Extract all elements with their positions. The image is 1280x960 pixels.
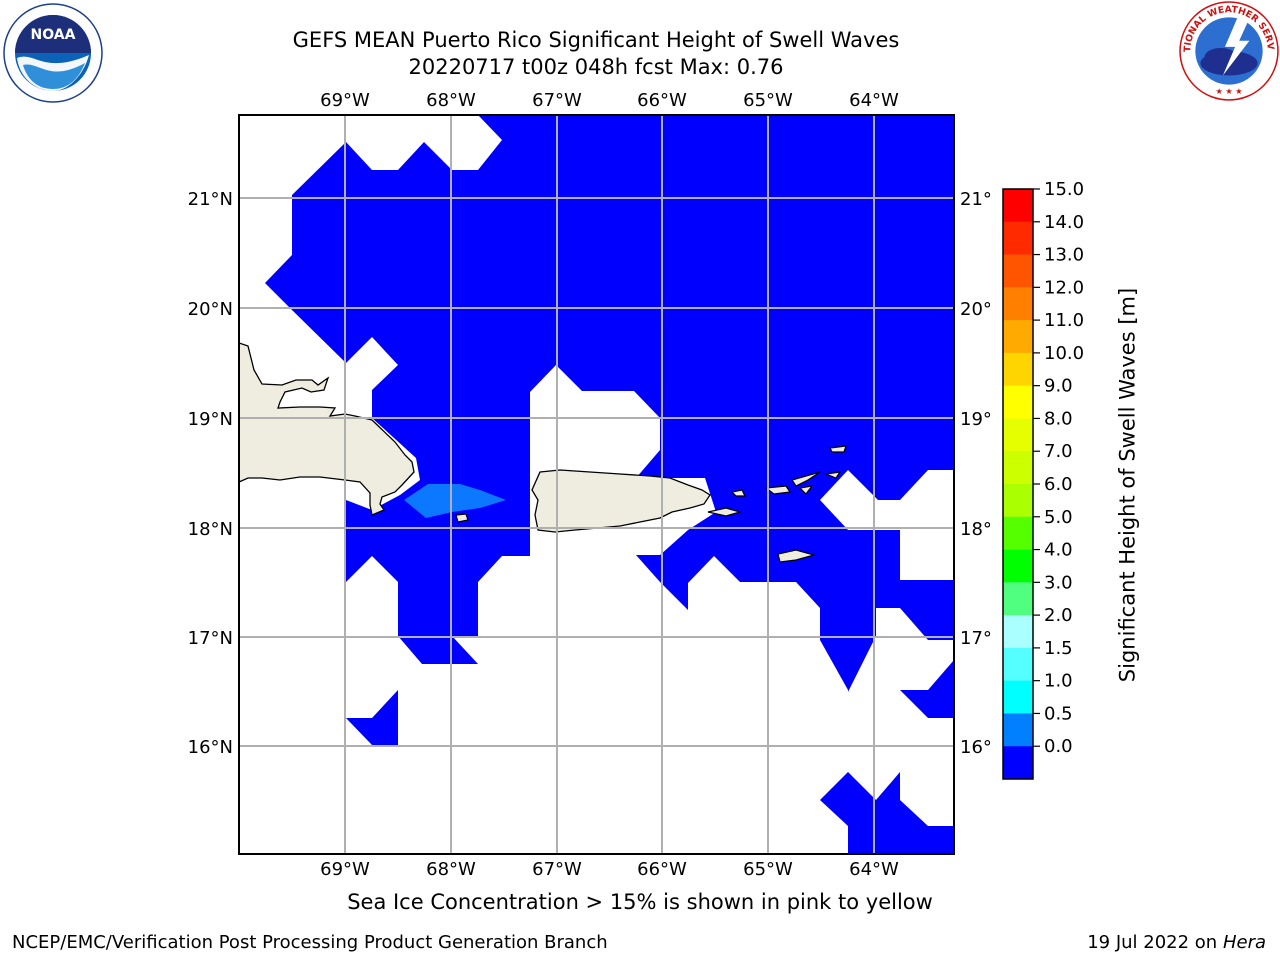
colorbar-tick-label: 1.5 [1044,638,1073,659]
colorbar-swatch [1003,189,1033,223]
lon-label-bottom: 69°W [320,859,370,880]
chart-title: GEFS MEAN Puerto Rico Significant Height… [292,28,900,52]
colorbar-swatch [1003,385,1033,419]
swell-max-patch [404,484,506,518]
colorbar-swatch [1003,582,1033,616]
lat-label-left: 20°N [188,299,233,320]
colorbar-tick-label: 11.0 [1044,310,1084,331]
credit-host: Hera [1222,932,1266,953]
credit-right: 19 Jul 2022 on Hera [1087,932,1266,953]
colorbar-swatch [1003,516,1033,551]
colorbar-tick-label: 7.0 [1044,441,1073,462]
colorbar-tick-label: 4.0 [1044,540,1073,561]
colorbar-tick-label: 1.0 [1044,671,1073,692]
sea-ice-note: Sea Ice Concentration > 15% is shown in … [0,890,1280,914]
swell-field-south1 [346,690,398,745]
colorbar-tick-label: 6.0 [1044,474,1073,495]
colorbar-tick-label: 3.0 [1044,572,1073,593]
colorbar-tick-label: 9.0 [1044,376,1073,397]
colorbar-swatch [1003,320,1033,354]
nws-logo: NATIONAL WEATHER SERVICE ★ ★ ★ [1178,0,1279,101]
swell-field-main [265,115,954,692]
credit-date: 19 Jul 2022 on [1087,932,1218,953]
lon-label-top: 66°W [637,90,687,111]
noaa-logo-text: NOAA [31,27,76,43]
lon-label-top: 65°W [743,90,793,111]
colorbar: 15.0 14.0 13.0 12.0 11.0 10.0 9.0 8.0 7.0 6.0 5.0 4… [990,175,1100,795]
colorbar-swatch [1003,680,1033,714]
colorbar-ticks: 15.0 14.0 13.0 12.0 11.0 10.0 9.0 8.0 7.0 6.0 5.0 4… [1033,179,1084,757]
colorbar-swatch [1003,615,1033,649]
swell-field-south2 [900,660,954,718]
colorbar-swatch [1003,287,1033,321]
colorbar-tick-label: 0.5 [1044,703,1073,724]
colorbar-tick-label: 10.0 [1044,343,1084,364]
lat-label-left: 18°N [188,519,233,540]
colorbar-swatch [1003,254,1033,288]
colorbar-swatch [1003,484,1033,518]
lon-label-top: 67°W [532,90,582,111]
lon-label-bottom: 66°W [637,859,687,880]
lat-label-left: 19°N [188,409,233,430]
colorbar-swatch [1003,451,1033,485]
colorbar-swatch [1003,647,1033,682]
lon-label-top: 68°W [426,90,476,111]
colorbar-swatch [1003,746,1033,780]
colorbar-tick-label: 8.0 [1044,408,1073,429]
colorbar-tick-label: 14.0 [1044,212,1084,233]
colorbar-tick-label: 0.0 [1044,736,1073,757]
colorbar-swatch [1003,352,1033,387]
colorbar-tick-label: 5.0 [1044,507,1073,528]
credit-left: NCEP/EMC/Verification Post Processing Pr… [12,932,608,953]
sea-ice-note-text: Sea Ice Concentration > 15% is shown in … [347,890,933,914]
puerto-rico-land [531,469,711,533]
colorbar-label: Significant Height of Swell Waves [m] [1115,287,1140,683]
colorbar-tick-label: 2.0 [1044,605,1073,626]
colorbar-swatch [1003,418,1033,452]
gridlines [239,115,954,854]
map-frame [238,114,955,855]
virgin-islands [455,445,847,563]
lat-label-left: 17°N [188,628,233,649]
lon-label-top: 69°W [320,90,370,111]
colorbar-swatch [1003,549,1033,583]
colorbar-swatches [1003,189,1033,780]
colorbar-swatch [1003,713,1033,747]
noaa-logo: NOAA [3,3,103,103]
colorbar-swatch [1003,221,1033,256]
swell-field-south3 [820,772,954,854]
lon-label-bottom: 64°W [849,859,899,880]
lat-label-left: 16°N [188,737,233,758]
lat-label-left: 21°N [188,189,233,210]
colorbar-tick-label: 13.0 [1044,245,1084,266]
lon-label-top: 64°W [849,90,899,111]
colorbar-tick-label: 12.0 [1044,277,1084,298]
svg-text:★ ★ ★: ★ ★ ★ [1215,86,1242,96]
lon-label-bottom: 65°W [743,859,793,880]
chart-subtitle: 20220717 t00z 048h fcst Max: 0.76 [408,55,784,79]
lon-label-bottom: 68°W [426,859,476,880]
colorbar-tick-label: 15.0 [1044,179,1084,200]
lon-label-bottom: 67°W [532,859,582,880]
